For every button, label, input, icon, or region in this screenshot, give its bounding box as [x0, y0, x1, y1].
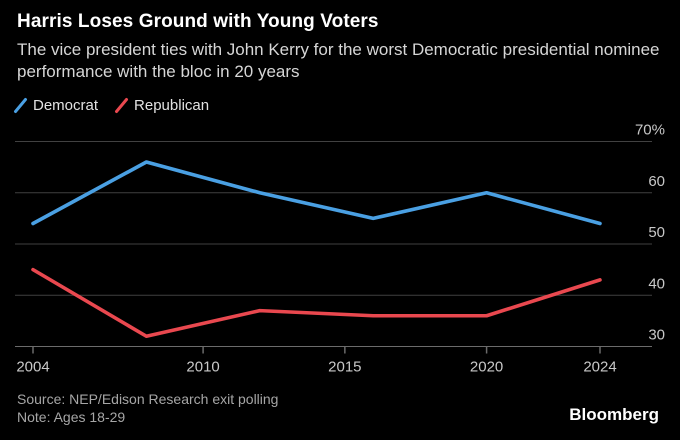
republican-slash-icon: [115, 98, 129, 113]
x-axis-label: 2015: [328, 359, 361, 376]
democrat-slash-icon: [14, 98, 27, 113]
x-axis-label: 2020: [470, 359, 503, 376]
y-axis-label: 40: [648, 275, 665, 292]
legend-label-democrat: Democrat: [33, 97, 99, 114]
y-axis-label: 30: [648, 327, 665, 344]
chart-title: Harris Loses Ground with Young Voters: [17, 11, 379, 32]
y-axis-label: 70%: [635, 122, 665, 139]
legend-item-republican: Republican: [114, 97, 209, 114]
chart-legend: Democrat Republican: [13, 97, 209, 114]
note-line: Note: Ages 18-29: [17, 409, 126, 425]
x-axis-label: 2010: [186, 359, 219, 376]
legend-item-democrat: Democrat: [13, 97, 98, 114]
democrat-line: [31, 160, 602, 226]
chart-subtitle: The vice president ties with John Kerry …: [17, 40, 660, 81]
y-axis-label: 60: [648, 173, 665, 190]
x-axis-label: 2004: [16, 359, 49, 376]
y-axis-label: 50: [648, 224, 665, 241]
x-axis-label: 2024: [583, 359, 616, 376]
source-line: Source: NEP/Edison Research exit polling: [17, 391, 279, 407]
source-note-block: Source: NEP/Edison Research exit polling…: [17, 390, 278, 426]
bloomberg-logo: Bloomberg: [569, 405, 659, 424]
legend-label-republican: Republican: [134, 97, 210, 114]
republican-line: [31, 267, 602, 339]
